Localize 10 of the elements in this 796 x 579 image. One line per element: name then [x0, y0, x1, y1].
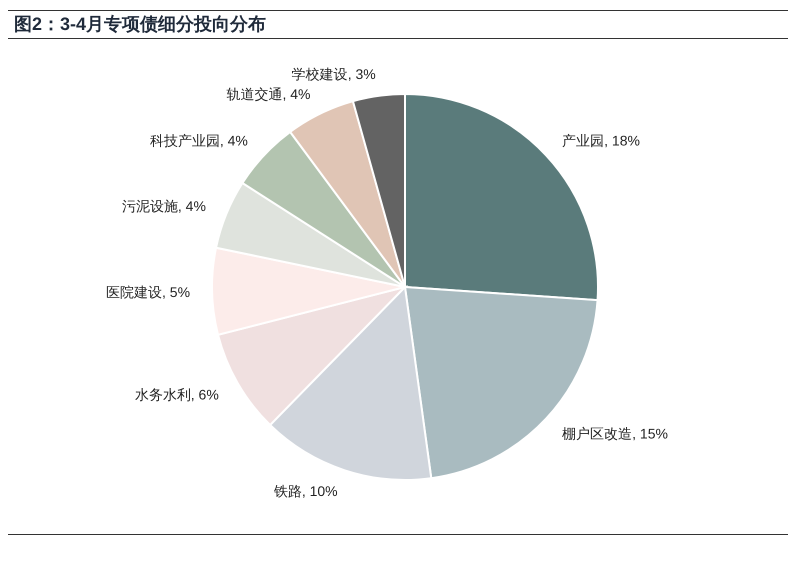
slice-label: 铁路, 10% [272, 483, 338, 500]
chart-title: 图2：3-4月专项债细分投向分布 [14, 13, 266, 36]
slice-label: 科技产业园, 4% [150, 132, 248, 148]
slice-label: 产业园, 18% [562, 132, 640, 148]
slice-label: 学校建设, 3% [292, 66, 376, 82]
slice-label: 轨道交通, 4% [226, 86, 310, 102]
slice-label: 污泥设施, 4% [122, 198, 206, 214]
slice-label: 棚户区改造, 15% [562, 426, 668, 442]
slice-label: 医院建设, 5% [106, 284, 190, 300]
slice-label: 水务水利, 6% [134, 386, 219, 402]
